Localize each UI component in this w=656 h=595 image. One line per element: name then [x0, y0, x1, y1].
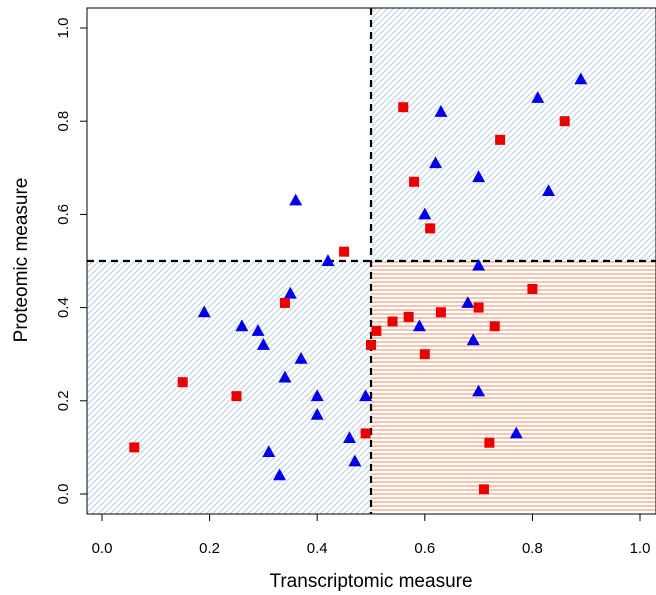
triangle-point [294, 352, 308, 364]
y-tick-label: 0.0 [55, 484, 72, 505]
square-point [339, 246, 350, 257]
triangle-point [310, 407, 324, 420]
triangle-point [348, 454, 362, 467]
square-point [419, 349, 430, 360]
triangle-point [531, 91, 545, 103]
square-point [559, 116, 570, 127]
triangle-point [472, 170, 486, 183]
x-tick-label: 0.6 [414, 540, 435, 557]
square-point [398, 102, 409, 113]
triangle-point [235, 319, 249, 332]
x-tick-label: 0.8 [522, 540, 543, 557]
region-upper-right [371, 8, 656, 261]
square-point [435, 307, 446, 318]
triangle-point [262, 445, 276, 458]
x-tick-label: 0.2 [199, 540, 220, 557]
square-point [177, 377, 188, 388]
triangle-point [197, 305, 211, 318]
triangle-point [472, 384, 486, 397]
x-axis-title: Transcriptomic measure [269, 571, 472, 592]
triangle-point [461, 296, 475, 308]
square-point [495, 134, 506, 145]
triangle-point [509, 426, 523, 439]
triangle-point [542, 184, 556, 197]
y-tick-label: 0.6 [55, 204, 72, 225]
y-tick-label: 0.8 [55, 111, 72, 132]
square-point [129, 442, 140, 453]
triangle-point [283, 286, 297, 299]
triangle-point [310, 389, 324, 402]
y-axis-title: Proteomic measure [11, 178, 32, 343]
y-tick-label: 0.2 [55, 390, 72, 411]
triangle-point [429, 156, 443, 169]
triangle-point [434, 105, 448, 117]
square-point [473, 302, 484, 313]
triangle-point [251, 324, 265, 336]
square-point [489, 321, 500, 332]
x-tick-label: 0.4 [307, 540, 328, 557]
square-point [484, 437, 495, 448]
triangle-point [278, 370, 292, 383]
region-lower-left [87, 261, 371, 514]
square-point [403, 311, 414, 322]
y-tick-label: 0.4 [55, 297, 72, 318]
triangle-point [418, 207, 432, 220]
triangle-point [472, 258, 486, 271]
triangle-point [256, 338, 270, 350]
shaded-regions [87, 8, 656, 514]
triangle-point [321, 254, 335, 266]
triangle-point [359, 389, 373, 402]
axes: 0.0 0.2 0.4 0.6 0.8 1.0 0.0 0.2 0.4 0.6 0.8 1.0 [55, 7, 656, 557]
square-point [409, 176, 420, 187]
square-point [478, 484, 489, 495]
triangle-point [412, 319, 426, 332]
triangle-point [289, 193, 303, 206]
square-point [527, 283, 538, 294]
square-point [366, 339, 376, 350]
square-point [231, 391, 242, 402]
triangle-point [574, 72, 588, 85]
square-point [279, 297, 290, 308]
square-point [360, 428, 371, 439]
square-point [425, 223, 436, 234]
data-points [129, 72, 588, 495]
y-tick-label: 1.0 [55, 18, 72, 39]
square-point [387, 316, 398, 327]
region-lower-right [371, 261, 656, 514]
x-tick-label: 0.0 [92, 540, 113, 557]
square-point [371, 325, 382, 336]
x-tick-label: 1.0 [630, 540, 651, 557]
triangle-point [466, 333, 480, 346]
triangle-point [342, 431, 356, 444]
triangle-point [273, 468, 287, 481]
